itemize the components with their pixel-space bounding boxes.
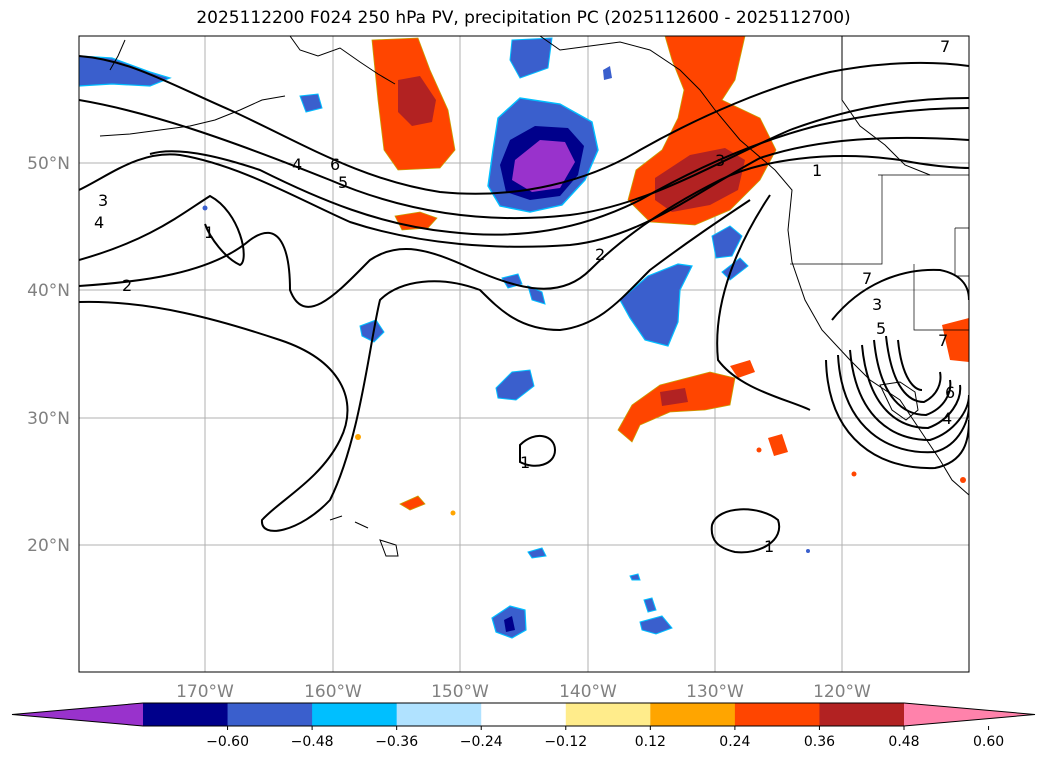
contour-label: 5 xyxy=(338,173,348,192)
contour-label: 7 xyxy=(938,331,948,350)
colorbar: −0.60 −0.48 −0.36 −0.24 −0.12 0.12 0.24 0.36 0.4… xyxy=(11,702,1036,750)
positive-precip-anomalies xyxy=(355,36,969,516)
lat-label: 20°N xyxy=(27,536,70,556)
coastlines xyxy=(99,36,969,557)
pv-contour-labels: 7 6 5 4 3 4 2 1 2 3 1 1 1 3 5 7 6 4 7 xyxy=(94,37,955,556)
contour-label: 1 xyxy=(764,537,774,556)
contour-label: 6 xyxy=(330,155,340,174)
colorbar-outline xyxy=(11,702,1036,727)
colorbar-tick-label: −0.48 xyxy=(291,734,334,750)
colorbar-tick-label: −0.60 xyxy=(206,734,249,750)
lon-label: 130°W xyxy=(686,682,744,702)
colorbar-tick-label: 0.24 xyxy=(719,734,750,750)
contour-label: 2 xyxy=(595,245,605,264)
colorbar-tick-label: 0.60 xyxy=(973,734,1004,750)
lon-label: 150°W xyxy=(431,682,489,702)
contour-label: 3 xyxy=(98,191,108,210)
colorbar-tick-label: −0.24 xyxy=(460,734,503,750)
contour-label: 4 xyxy=(292,155,302,174)
contour-label: 3 xyxy=(872,295,882,314)
lat-label: 40°N xyxy=(27,281,70,301)
colorbar-tick-label: 0.36 xyxy=(804,734,835,750)
colorbar-tick-label: 0.48 xyxy=(888,734,919,750)
lon-label: 170°W xyxy=(176,682,234,702)
colorbar-segment xyxy=(565,703,651,726)
lon-label: 140°W xyxy=(559,682,617,702)
lon-label: 120°W xyxy=(813,682,871,702)
colorbar-segment xyxy=(396,703,482,726)
contour-label: 7 xyxy=(940,37,950,56)
lat-label: 50°N xyxy=(27,154,70,174)
colorbar-extend-low xyxy=(12,703,143,726)
map-border xyxy=(78,35,970,673)
plot-title: 2025112200 F024 250 hPa PV, precipitatio… xyxy=(196,8,851,28)
lat-label: 30°N xyxy=(27,409,70,429)
contour-label: 7 xyxy=(862,269,872,288)
colorbar-tick-label: −0.12 xyxy=(544,734,587,750)
contour-label: 5 xyxy=(876,319,886,338)
latitude-labels: 50°N 40°N 30°N 20°N xyxy=(27,154,70,556)
contour-label: 4 xyxy=(94,213,104,232)
contour-label: 1 xyxy=(812,161,822,180)
colorbar-segment xyxy=(143,703,229,726)
colorbar-segment xyxy=(481,703,567,726)
lon-label: 160°W xyxy=(304,682,362,702)
colorbar-segment xyxy=(312,703,398,726)
colorbar-segment xyxy=(819,703,905,726)
colorbar-tick-label: −0.36 xyxy=(375,734,418,750)
contour-label: 2 xyxy=(122,276,132,295)
negative-precip-anomalies xyxy=(79,37,810,639)
contour-label: 4 xyxy=(942,409,952,428)
colorbar-segment xyxy=(650,703,736,726)
borders xyxy=(790,174,969,331)
longitude-labels: 170°W 160°W 150°W 140°W 130°W 120°W xyxy=(176,682,871,702)
colorbar-tick-label: 0.12 xyxy=(635,734,666,750)
colorbar-extend-high xyxy=(904,703,1035,726)
contour-label: 6 xyxy=(945,383,955,402)
contour-label: 3 xyxy=(715,151,725,170)
colorbar-segment xyxy=(227,703,313,726)
colorbar-segment xyxy=(734,703,820,726)
pv-contours xyxy=(79,55,969,554)
contour-label: 1 xyxy=(204,223,214,242)
contour-label: 1 xyxy=(520,453,530,472)
